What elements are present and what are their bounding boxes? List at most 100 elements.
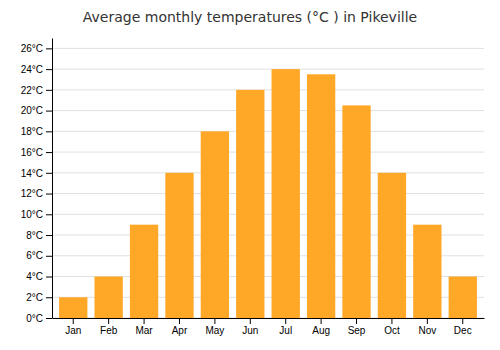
x-tick: Apr: [172, 318, 188, 336]
x-tick: Dec: [454, 318, 472, 336]
y-tick-label: 4°C: [26, 271, 43, 282]
y-tick-label: 14°C: [21, 168, 43, 179]
x-tick-mark: [250, 318, 251, 324]
bar: [378, 173, 406, 318]
bar: [449, 277, 477, 318]
x-tick: Jun: [242, 318, 258, 336]
y-tick-mark: [46, 214, 52, 215]
x-tick-label: Jul: [279, 325, 292, 336]
y-tick-mark: [46, 173, 52, 174]
y-tick-mark: [46, 69, 52, 70]
x-tick-mark: [214, 318, 215, 324]
x-tick-label: Feb: [100, 325, 118, 336]
bar: [342, 105, 370, 318]
y-tick: 26°C: [21, 43, 52, 54]
x-tick: Feb: [100, 318, 118, 336]
bar: [94, 277, 122, 318]
bar: [130, 225, 158, 318]
y-tick-mark: [46, 131, 52, 132]
x-axis: Jan Feb Mar Apr May Jun Jul Aug Sep Oct Nov Dec: [53, 318, 485, 336]
bar: [272, 69, 300, 318]
grid-line: [52, 48, 484, 49]
grid-line: [52, 89, 484, 90]
y-tick-mark: [46, 194, 52, 195]
y-tick: 20°C: [21, 105, 52, 116]
bar: [307, 74, 335, 318]
bar: [201, 131, 229, 318]
x-tick: May: [205, 318, 224, 336]
y-tick-label: 2°C: [26, 292, 43, 303]
x-tick-label: Jun: [242, 325, 258, 336]
x-tick: Jul: [279, 318, 292, 336]
bar: [59, 297, 87, 318]
y-tick-mark: [46, 297, 52, 298]
x-tick-label: Aug: [312, 325, 330, 336]
grid-line: [52, 69, 484, 70]
y-tick: 16°C: [21, 147, 52, 158]
y-tick-label: 24°C: [21, 64, 43, 75]
x-tick-label: Nov: [418, 325, 436, 336]
plot: 0°C 2°C 4°C 6°C 8°C 10°C 12°C 14°C 16°C 18°C 20°C 2…: [21, 39, 485, 337]
y-tick-mark: [46, 111, 52, 112]
x-tick-mark: [108, 318, 109, 324]
x-tick-label: May: [205, 325, 224, 336]
y-tick: 18°C: [21, 126, 52, 137]
x-tick-mark: [73, 318, 74, 324]
grid-line: [52, 172, 484, 173]
y-tick: 2°C: [26, 292, 52, 303]
x-tick: Nov: [418, 318, 436, 336]
y-tick: 8°C: [26, 230, 52, 241]
y-tick: 12°C: [21, 188, 52, 199]
bar: [165, 173, 193, 318]
x-tick-mark: [144, 318, 145, 324]
y-axis-line: [52, 39, 53, 319]
x-tick: Sep: [348, 318, 366, 336]
x-tick-label: Mar: [135, 325, 153, 336]
y-tick-label: 26°C: [21, 43, 43, 54]
x-tick-mark: [462, 318, 463, 324]
y-tick: 4°C: [26, 271, 52, 282]
grid-line: [52, 152, 484, 153]
x-tick-mark: [285, 318, 286, 324]
y-tick-mark: [46, 277, 52, 278]
y-tick-mark: [46, 256, 52, 257]
y-tick-mark: [46, 90, 52, 91]
y-tick-label: 22°C: [21, 85, 43, 96]
y-tick: 24°C: [21, 64, 52, 75]
x-tick-mark: [179, 318, 180, 324]
y-tick: 22°C: [21, 85, 52, 96]
y-tick: 6°C: [26, 250, 52, 261]
x-tick: Oct: [384, 318, 400, 336]
x-tick-label: Jan: [65, 325, 81, 336]
x-tick-label: Apr: [172, 325, 188, 336]
grid: [52, 48, 484, 318]
y-tick-label: 6°C: [26, 250, 43, 261]
y-tick-mark: [46, 152, 52, 153]
bar: [413, 225, 441, 318]
y-tick: 10°C: [21, 209, 52, 220]
y-tick-label: 16°C: [21, 147, 43, 158]
grid-line: [52, 193, 484, 194]
y-tick-label: 8°C: [26, 230, 43, 241]
y-tick-mark: [46, 235, 52, 236]
x-tick-label: Oct: [384, 325, 400, 336]
x-tick-mark: [391, 318, 392, 324]
chart: 0°C 2°C 4°C 6°C 8°C 10°C 12°C 14°C 16°C 18°C 20°C 2…: [0, 0, 500, 350]
y-tick-label: 12°C: [21, 188, 43, 199]
y-tick-label: 10°C: [21, 209, 43, 220]
x-tick-mark: [321, 318, 322, 324]
y-tick-mark: [46, 48, 52, 49]
x-tick: Jan: [65, 318, 81, 336]
y-tick: 14°C: [21, 168, 52, 179]
x-tick-mark: [356, 318, 357, 324]
x-tick-label: Dec: [454, 325, 472, 336]
x-tick-mark: [427, 318, 428, 324]
y-tick: 0°C: [26, 313, 52, 324]
title: Average monthly temperatures (°C ) in Pi…: [83, 9, 417, 25]
grid-line: [52, 131, 484, 132]
x-axis-line: [53, 318, 485, 319]
y-tick-label: 18°C: [21, 126, 43, 137]
x-tick: Mar: [135, 318, 153, 336]
y-tick-label: 0°C: [26, 313, 43, 324]
bars: [59, 69, 477, 318]
